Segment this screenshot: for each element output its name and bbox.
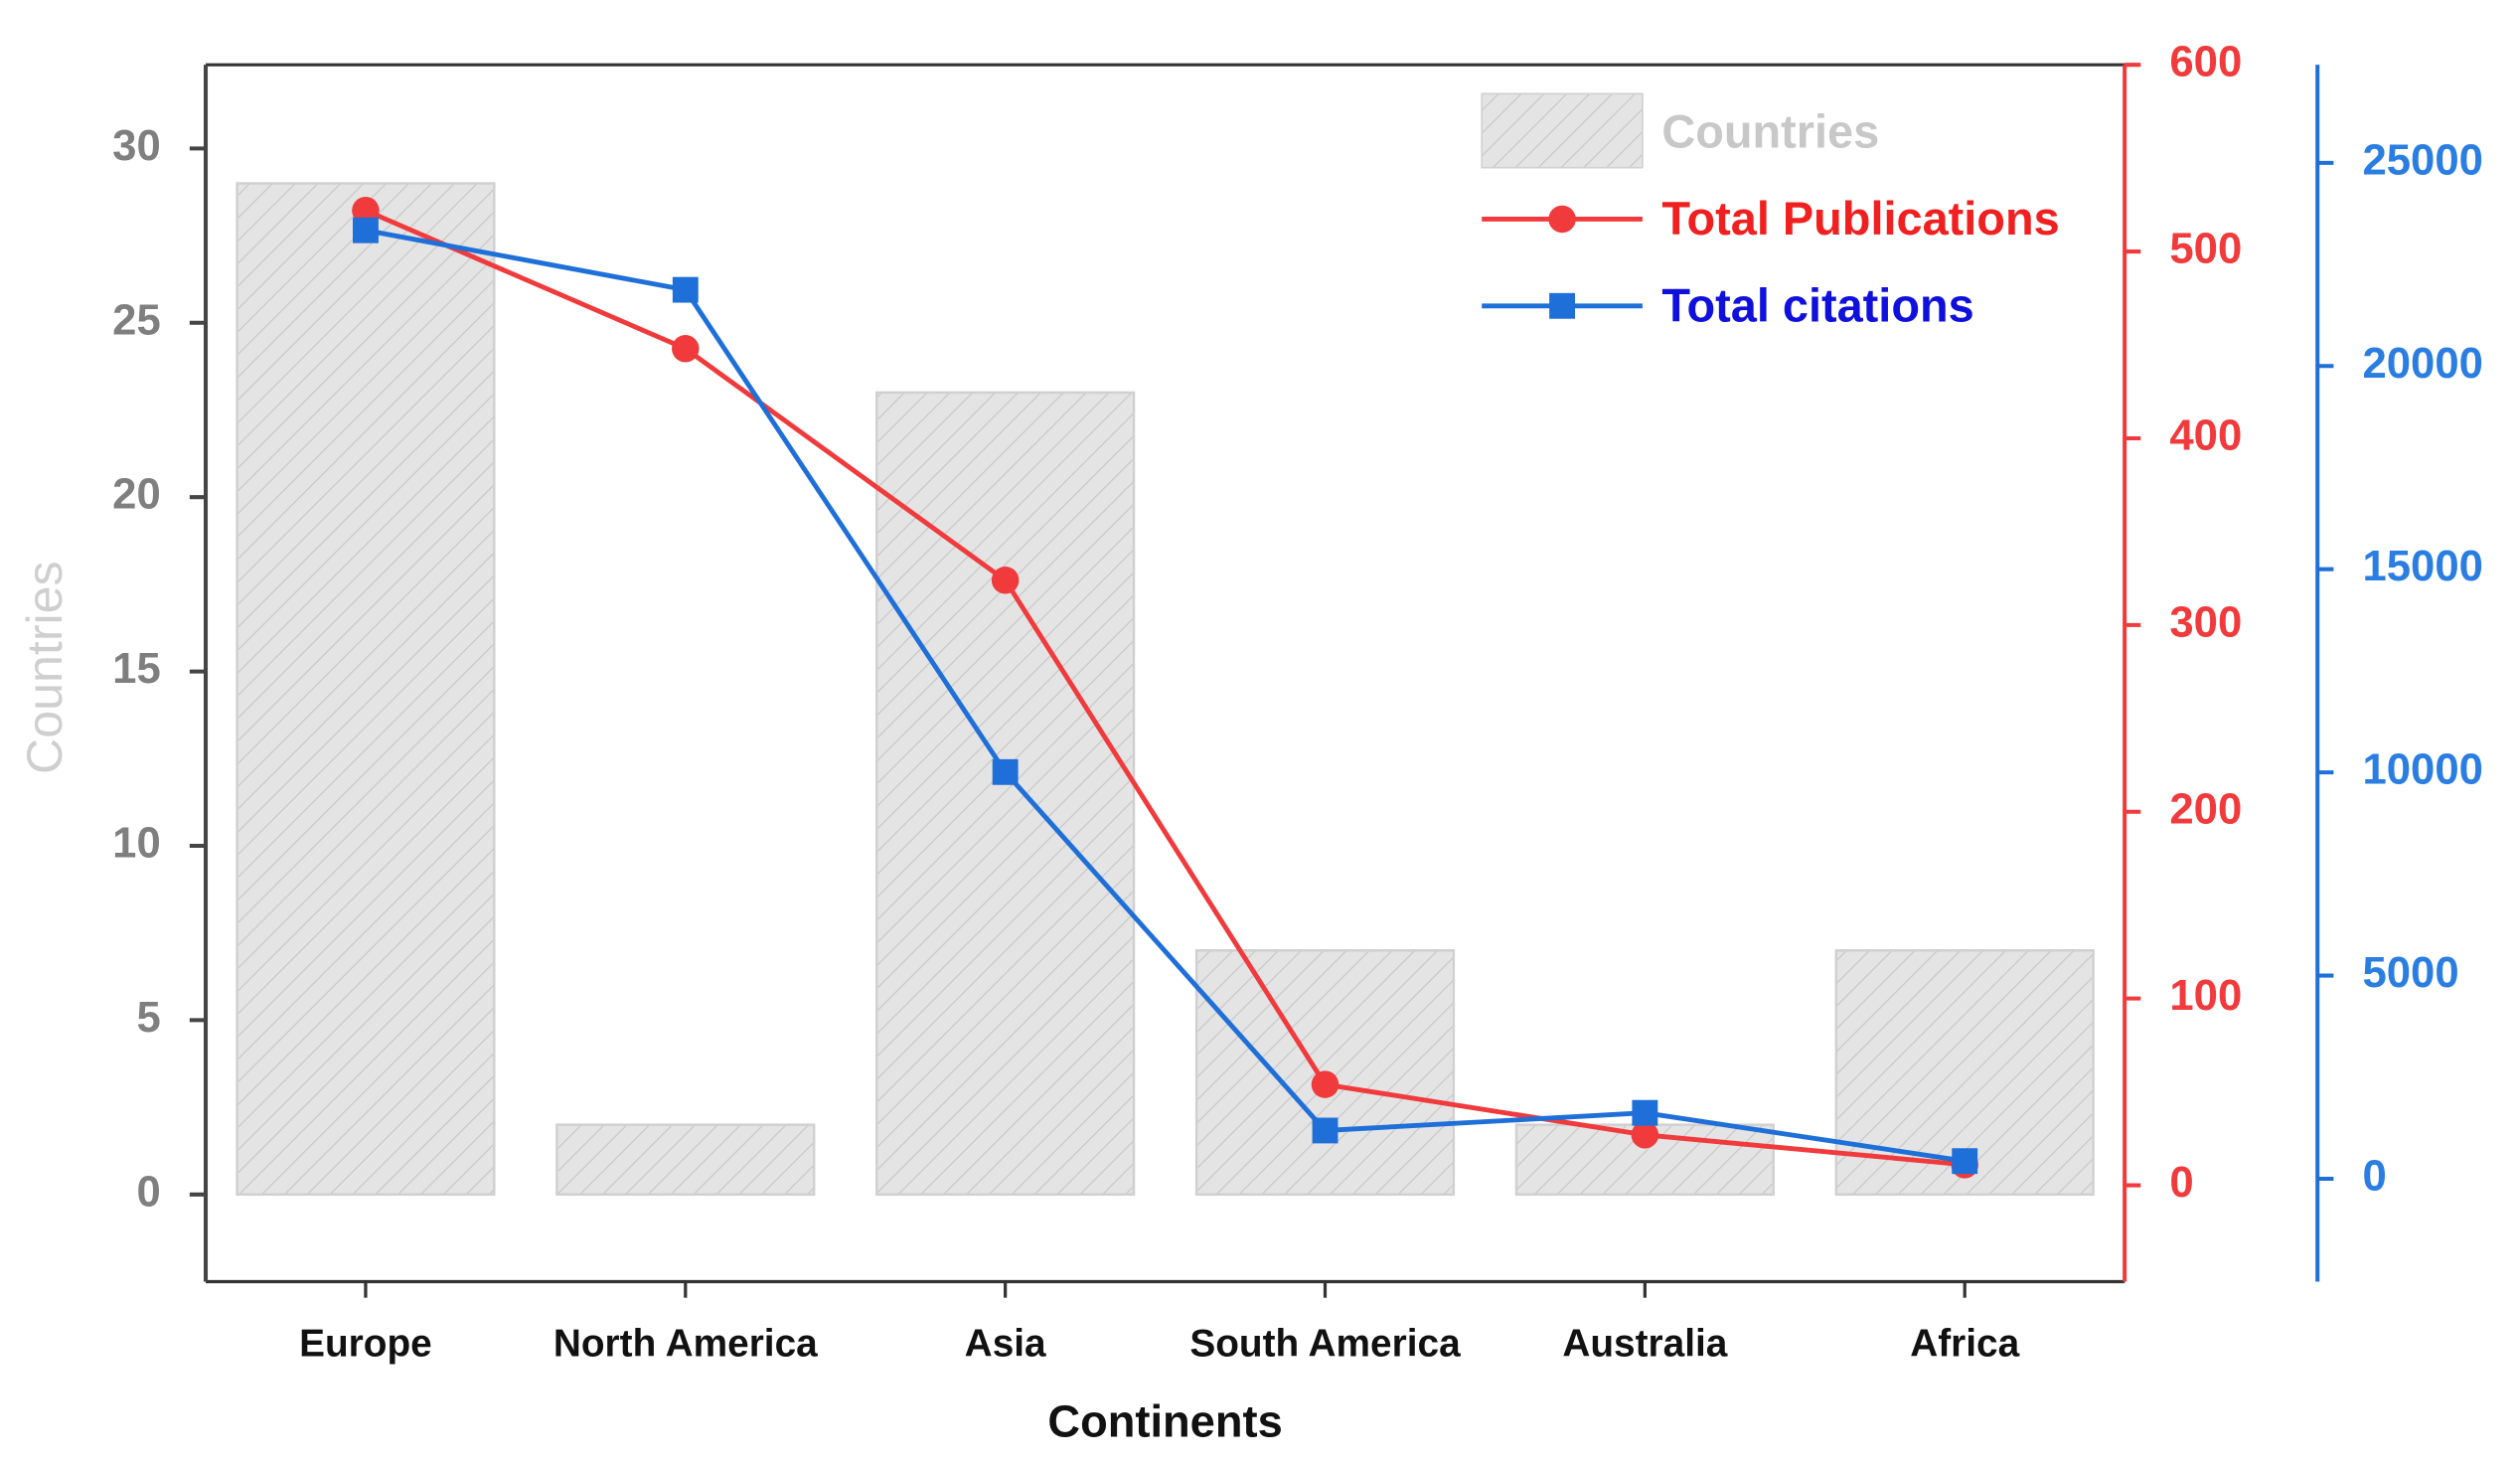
- y-tick-label: 0: [2169, 1158, 2193, 1207]
- x-axis-title: Continents: [1047, 1395, 1282, 1446]
- marker: [672, 276, 699, 303]
- x-tick-label: Australia: [1562, 1322, 1727, 1365]
- marker: [352, 196, 380, 225]
- legend-label: Total citations: [1661, 279, 1973, 331]
- y-tick-label: 100: [2169, 971, 2242, 1020]
- marker: [1312, 1117, 1339, 1144]
- line: [365, 228, 1966, 1164]
- marker: [353, 217, 379, 244]
- y-tick-label: 25000: [2363, 135, 2483, 184]
- y-tick-label: 20000: [2363, 339, 2483, 388]
- bar: [555, 1123, 816, 1197]
- x-tick-label: Asia: [965, 1322, 1046, 1365]
- y-tick-label: 300: [2169, 597, 2242, 646]
- y-tick-label: 10000: [2363, 745, 2483, 794]
- y-axis-title: Countries: [17, 561, 73, 774]
- y-tick-label: 0: [2363, 1152, 2387, 1201]
- marker: [1631, 1121, 1659, 1149]
- y-tick-label: 25: [112, 295, 161, 344]
- y-tick-label: 600: [2169, 38, 2242, 86]
- y-tick-label: 500: [2169, 225, 2242, 273]
- x-tick-label: Africa: [1910, 1322, 2019, 1365]
- y-tick-label: 15000: [2363, 542, 2483, 590]
- legend-label: Countries: [1661, 106, 1879, 158]
- y-tick-label: 5000: [2363, 948, 2459, 997]
- y-tick-label: 10: [112, 819, 161, 868]
- marker: [1632, 1099, 1658, 1126]
- y-tick-label: 5: [136, 993, 160, 1042]
- bar: [875, 391, 1136, 1197]
- y-tick-label: 0: [136, 1167, 160, 1216]
- y-tick-label: 15: [112, 644, 161, 693]
- legend-swatch: [1481, 92, 1644, 169]
- legend-marker: [1549, 292, 1575, 319]
- y-tick-label: 200: [2169, 784, 2242, 833]
- y-tick-label: 20: [112, 470, 161, 519]
- y-tick-label: 400: [2169, 411, 2242, 460]
- x-tick-label: South America: [1189, 1322, 1461, 1365]
- x-tick-label: North America: [553, 1322, 818, 1365]
- x-tick-label: Europe: [299, 1322, 432, 1365]
- legend-label: Total Publications: [1661, 193, 2059, 244]
- y-tick-label: 30: [112, 121, 161, 170]
- marker: [1952, 1148, 1978, 1175]
- marker: [672, 335, 700, 363]
- line: [364, 208, 1966, 1168]
- legend-marker: [1548, 205, 1576, 234]
- marker: [991, 567, 1020, 594]
- marker: [992, 758, 1019, 785]
- bar: [236, 182, 496, 1197]
- marker: [1311, 1070, 1339, 1098]
